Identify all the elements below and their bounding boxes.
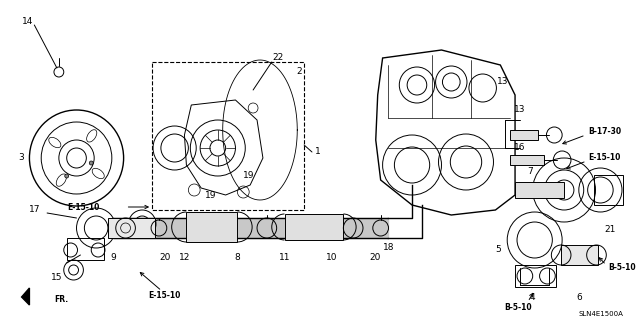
Text: 14: 14 — [22, 18, 33, 26]
Text: 11: 11 — [279, 254, 291, 263]
Text: 13: 13 — [497, 78, 508, 86]
Bar — [561, 245, 598, 265]
Text: 8: 8 — [234, 254, 240, 263]
Text: 20: 20 — [369, 254, 380, 263]
Polygon shape — [22, 288, 29, 305]
Circle shape — [89, 161, 93, 165]
Text: 12: 12 — [179, 254, 190, 263]
Text: FR.: FR. — [54, 295, 68, 305]
Text: 9: 9 — [110, 254, 116, 263]
Bar — [67, 238, 104, 260]
Bar — [108, 218, 155, 238]
Bar — [285, 214, 344, 240]
Text: B-5-10: B-5-10 — [608, 263, 636, 272]
Bar — [593, 175, 623, 205]
Text: E-15-10: E-15-10 — [148, 291, 181, 300]
Text: 18: 18 — [383, 243, 394, 253]
Text: B-5-10: B-5-10 — [504, 302, 532, 311]
Text: 17: 17 — [29, 205, 40, 214]
Bar — [515, 265, 556, 287]
Text: 10: 10 — [326, 254, 337, 263]
Text: E-15-10: E-15-10 — [589, 153, 621, 162]
Circle shape — [65, 174, 68, 178]
Text: 22: 22 — [272, 54, 284, 63]
Bar — [510, 130, 538, 140]
Text: 20: 20 — [159, 254, 170, 263]
Text: 3: 3 — [19, 153, 24, 162]
Text: 19: 19 — [205, 190, 217, 199]
Text: 19: 19 — [243, 170, 255, 180]
Text: 16: 16 — [514, 144, 525, 152]
Text: 5: 5 — [495, 246, 501, 255]
Text: E-15-10: E-15-10 — [67, 203, 100, 211]
Text: SLN4E1500A: SLN4E1500A — [579, 311, 624, 317]
Text: 2: 2 — [296, 68, 302, 77]
Bar — [510, 155, 545, 165]
Text: 6: 6 — [576, 293, 582, 302]
Bar — [515, 182, 564, 198]
Text: B-17-30: B-17-30 — [589, 128, 621, 137]
Text: 7: 7 — [527, 167, 532, 176]
Text: 15: 15 — [51, 273, 63, 283]
Text: 21: 21 — [605, 226, 616, 234]
Text: 1: 1 — [315, 147, 321, 157]
Text: 13: 13 — [514, 106, 525, 115]
Bar — [186, 212, 237, 242]
Text: 4: 4 — [530, 293, 536, 302]
